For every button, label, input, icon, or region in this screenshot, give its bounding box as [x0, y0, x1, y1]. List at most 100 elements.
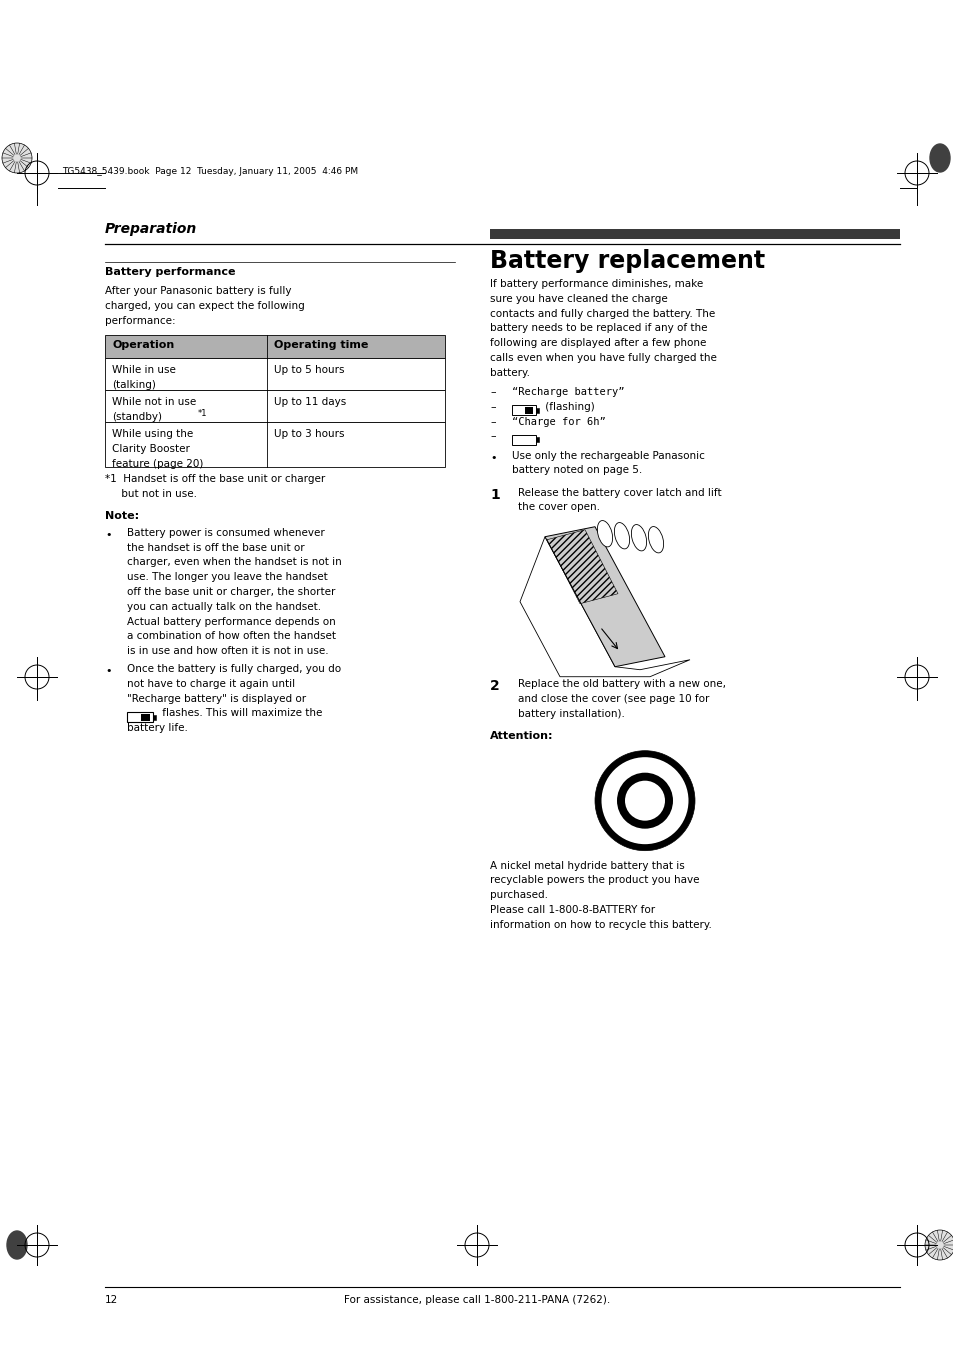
Text: performance:: performance:: [105, 316, 175, 326]
Circle shape: [2, 143, 32, 173]
Text: Replace the old battery with a new one,: Replace the old battery with a new one,: [517, 680, 725, 689]
Bar: [105, 390, 444, 422]
Text: Use only the rechargeable Panasonic: Use only the rechargeable Panasonic: [512, 451, 704, 461]
Text: battery.: battery.: [490, 367, 530, 378]
Text: flashes. This will maximize the: flashes. This will maximize the: [159, 708, 322, 719]
Text: Release the battery cover latch and lift: Release the battery cover latch and lift: [517, 488, 720, 497]
Text: •: •: [105, 666, 112, 676]
Text: charger, even when the handset is not in: charger, even when the handset is not in: [127, 558, 341, 567]
Text: (talking): (talking): [112, 380, 155, 390]
Ellipse shape: [614, 523, 629, 549]
Bar: [536, 408, 538, 413]
Text: and close the cover (see page 10 for: and close the cover (see page 10 for: [517, 694, 709, 704]
Text: battery life.: battery life.: [127, 723, 188, 734]
Text: After your Panasonic battery is fully: After your Panasonic battery is fully: [105, 286, 292, 296]
Text: Please call 1-800-8-BATTERY for: Please call 1-800-8-BATTERY for: [490, 905, 655, 915]
Text: Actual battery performance depends on: Actual battery performance depends on: [127, 616, 335, 627]
Bar: [105, 335, 444, 358]
Text: •: •: [105, 530, 112, 540]
Bar: [141, 713, 150, 721]
Text: TG5438_5439.book  Page 12  Tuesday, January 11, 2005  4:46 PM: TG5438_5439.book Page 12 Tuesday, Januar…: [62, 168, 357, 176]
Text: use. The longer you leave the handset: use. The longer you leave the handset: [127, 573, 328, 582]
Text: –: –: [490, 386, 496, 397]
Text: Clarity Booster: Clarity Booster: [112, 444, 190, 454]
Text: A nickel metal hydride battery that is: A nickel metal hydride battery that is: [490, 861, 684, 870]
Bar: [490, 230, 899, 239]
Text: purchased.: purchased.: [490, 890, 547, 900]
Text: “Recharge battery”: “Recharge battery”: [512, 386, 624, 397]
Text: but not in use.: but not in use.: [105, 489, 196, 500]
Text: battery needs to be replaced if any of the: battery needs to be replaced if any of t…: [490, 323, 707, 334]
Text: sure you have cleaned the charge: sure you have cleaned the charge: [490, 293, 667, 304]
Text: Up to 3 hours: Up to 3 hours: [274, 430, 344, 439]
Bar: [524, 407, 533, 413]
Circle shape: [924, 1229, 953, 1260]
Text: *1: *1: [197, 409, 207, 417]
Text: 1-800-822-8837: 1-800-822-8837: [606, 811, 657, 816]
Bar: [536, 438, 538, 442]
Text: While in use: While in use: [112, 365, 175, 376]
Text: Once the battery is fully charged, you do: Once the battery is fully charged, you d…: [127, 663, 341, 674]
Text: information on how to recycle this battery.: information on how to recycle this batte…: [490, 920, 711, 929]
Ellipse shape: [648, 527, 663, 553]
Text: (standby): (standby): [112, 412, 162, 422]
Text: 1: 1: [490, 488, 499, 501]
Text: –: –: [490, 431, 496, 442]
Text: –: –: [490, 416, 496, 427]
Text: Battery performance: Battery performance: [105, 267, 235, 277]
Text: Operation: Operation: [112, 340, 174, 350]
Text: Battery replacement: Battery replacement: [490, 249, 764, 273]
Text: following are displayed after a few phone: following are displayed after a few phon…: [490, 338, 705, 349]
Text: 2: 2: [490, 680, 499, 693]
Text: not have to charge it again until: not have to charge it again until: [127, 678, 294, 689]
Bar: [512, 435, 536, 444]
Text: 12: 12: [105, 1296, 118, 1305]
Text: calls even when you have fully charged the: calls even when you have fully charged t…: [490, 353, 716, 363]
Text: “Charge for 6h”: “Charge for 6h”: [512, 416, 605, 427]
Text: Up to 5 hours: Up to 5 hours: [274, 365, 344, 376]
Text: contacts and fully charged the battery. The: contacts and fully charged the battery. …: [490, 308, 715, 319]
Ellipse shape: [597, 520, 612, 547]
Circle shape: [624, 781, 664, 820]
Text: For assistance, please call 1-800-211-PANA (7262).: For assistance, please call 1-800-211-PA…: [343, 1296, 610, 1305]
Text: *1  Handset is off the base unit or charger: *1 Handset is off the base unit or charg…: [105, 474, 325, 485]
Text: feature (page 20): feature (page 20): [112, 459, 203, 469]
Circle shape: [595, 751, 695, 851]
Text: Preparation: Preparation: [105, 222, 197, 236]
Text: RECYCLE: RECYCLE: [625, 770, 663, 780]
Text: While using the: While using the: [112, 430, 193, 439]
Text: Attention:: Attention:: [490, 731, 553, 740]
Text: battery installation).: battery installation).: [517, 709, 624, 719]
Text: you can actually talk on the handset.: you can actually talk on the handset.: [127, 601, 321, 612]
Ellipse shape: [7, 1231, 27, 1259]
Bar: [105, 422, 444, 467]
Bar: [512, 405, 536, 415]
Text: If battery performance diminishes, make: If battery performance diminishes, make: [490, 280, 702, 289]
Text: Up to 11 days: Up to 11 days: [274, 397, 346, 407]
Polygon shape: [519, 536, 689, 677]
Text: charged, you can expect the following: charged, you can expect the following: [105, 301, 304, 311]
Text: •: •: [490, 453, 496, 462]
Text: While not in use: While not in use: [112, 397, 196, 407]
Polygon shape: [544, 527, 664, 667]
Text: "Recharge battery" is displayed or: "Recharge battery" is displayed or: [127, 693, 306, 704]
Text: –: –: [490, 401, 496, 412]
Text: battery noted on page 5.: battery noted on page 5.: [512, 466, 641, 476]
Text: (flashing): (flashing): [541, 401, 594, 412]
Text: Operating time: Operating time: [274, 340, 368, 350]
Text: Battery power is consumed whenever: Battery power is consumed whenever: [127, 528, 324, 538]
Circle shape: [601, 757, 688, 844]
Text: is in use and how often it is not in use.: is in use and how often it is not in use…: [127, 646, 328, 657]
Text: off the base unit or charger, the shorter: off the base unit or charger, the shorte…: [127, 586, 335, 597]
Text: the cover open.: the cover open.: [517, 503, 599, 512]
Circle shape: [617, 773, 672, 828]
Text: RBRC: RBRC: [636, 782, 653, 788]
Text: recyclable powers the product you have: recyclable powers the product you have: [490, 875, 699, 885]
Text: Ni-MH: Ni-MH: [635, 828, 654, 834]
Text: Note:: Note:: [105, 512, 139, 521]
Ellipse shape: [929, 145, 949, 172]
Ellipse shape: [631, 524, 646, 551]
Bar: [152, 715, 156, 720]
Text: a combination of how often the handset: a combination of how often the handset: [127, 631, 335, 642]
Bar: [127, 712, 152, 723]
